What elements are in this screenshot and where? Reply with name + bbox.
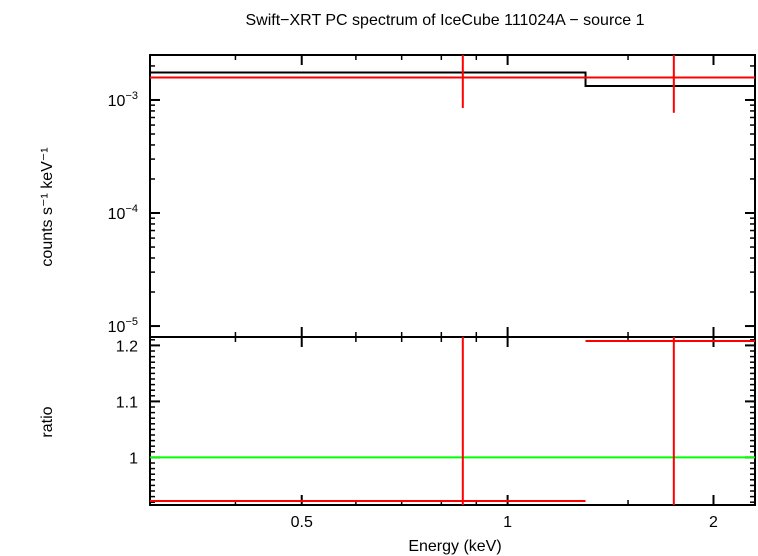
model-step-line [150,71,755,87]
ratio-panel: 0.5 1 2 1 1.1 1.2 [116,336,756,531]
bottom-y-tick-label: 1 [129,450,138,467]
x-tick-label: 0.5 [291,514,313,531]
chart-title: Swift−XRT PC spectrum of IceCube 111024A… [245,12,644,29]
bottom-y-tick-label: 1.1 [116,394,138,411]
spectrum-panel: 10−3 10−4 10−5 [108,54,756,338]
top-y-axis-label: counts s⁻¹ keV⁻¹ [39,147,56,266]
x-tick-label: 1 [503,514,512,531]
top-y-tick-label: 10−5 [108,316,138,336]
top-y-tick-label: 10−3 [108,90,138,110]
top-y-tick-label: 10−4 [108,203,138,223]
bottom-y-tick-label: 1.2 [116,338,138,355]
bottom-panel-frame [149,336,756,506]
bottom-y-axis-label: ratio [39,406,56,437]
top-panel-frame [149,54,756,338]
x-tick-label: 2 [709,514,718,531]
x-axis-label: Energy (keV) [408,538,501,555]
